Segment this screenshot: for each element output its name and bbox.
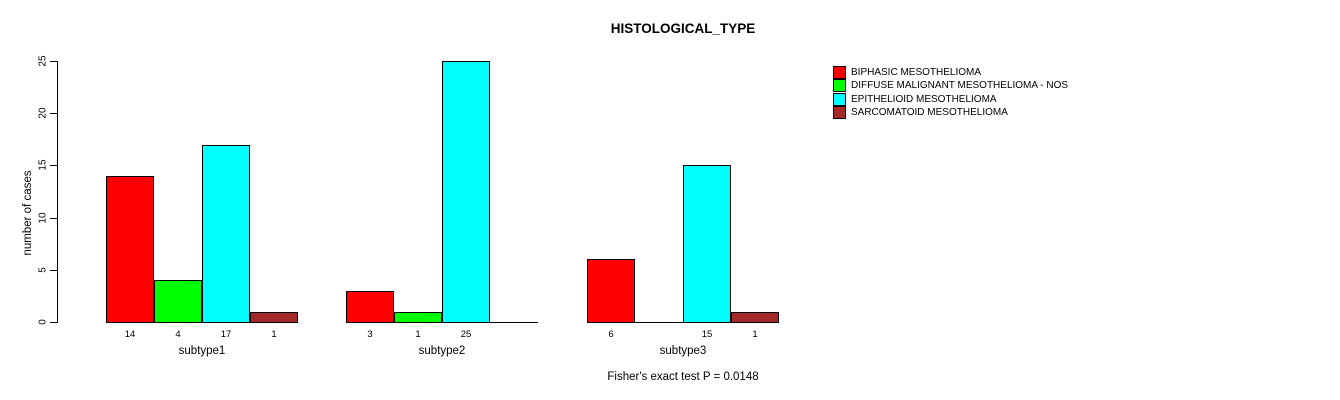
y-tick-mark <box>50 217 57 219</box>
bar-value-label: 14 <box>124 329 136 340</box>
legend-item: SARCOMATOID MESOTHELIOMA <box>833 106 1008 120</box>
legend-color-swatch <box>833 106 846 120</box>
y-tick-label: 15 <box>37 159 49 171</box>
bar <box>106 176 154 323</box>
bar-value-label: 25 <box>460 329 472 340</box>
fisher-test-annotation: Fisher's exact test P = 0.0148 <box>607 371 759 383</box>
y-tick-mark <box>50 61 57 62</box>
x-axis-category-label: subtype3 <box>659 345 707 357</box>
legend-item: EPITHELIOID MESOTHELIOMA <box>833 92 997 106</box>
bar <box>202 145 250 323</box>
bar <box>587 259 635 323</box>
bar-value-label: 17 <box>220 329 232 340</box>
legend-item-label: DIFFUSE MALIGNANT MESOTHELIOMA - NOS <box>851 80 1069 92</box>
y-axis-line <box>57 61 58 323</box>
bar-value-label: 3 <box>367 329 373 340</box>
bar <box>154 280 202 323</box>
legend-color-swatch <box>833 66 846 80</box>
bar-value-label: 15 <box>701 329 713 340</box>
x-axis-category-label: subtype1 <box>178 345 226 357</box>
legend-item-label: BIPHASIC MESOTHELIOMA <box>851 67 982 79</box>
y-tick-mark <box>50 165 57 167</box>
y-tick-mark <box>50 113 57 115</box>
bar-value-label: 1 <box>752 329 758 340</box>
bar-value-label: 4 <box>175 329 181 340</box>
legend-item: BIPHASIC MESOTHELIOMA <box>833 66 982 80</box>
bar <box>250 312 298 323</box>
y-tick-label: 25 <box>37 55 49 67</box>
legend-item-label: EPITHELIOID MESOTHELIOMA <box>851 93 997 105</box>
bar-value-label: 6 <box>608 329 614 340</box>
y-tick-label: 5 <box>37 267 49 273</box>
legend-color-swatch <box>833 92 846 106</box>
y-axis-label: number of cases <box>22 170 34 256</box>
bar <box>346 291 394 323</box>
legend-item-label: SARCOMATOID MESOTHELIOMA <box>851 107 1008 119</box>
y-tick-mark <box>50 322 57 323</box>
bar <box>731 312 779 323</box>
bar <box>442 61 490 323</box>
bar-value-label: 1 <box>271 329 277 340</box>
y-tick-label: 20 <box>37 107 49 119</box>
y-tick-label: 10 <box>37 212 49 224</box>
bar <box>683 165 731 323</box>
y-tick-label: 0 <box>37 319 49 325</box>
x-axis-category-label: subtype2 <box>418 345 466 357</box>
legend-color-swatch <box>833 79 846 93</box>
chart-title: HISTOLOGICAL_TYPE <box>610 21 756 36</box>
legend-item: DIFFUSE MALIGNANT MESOTHELIOMA - NOS <box>833 79 1069 93</box>
y-tick-mark <box>50 269 57 271</box>
bar <box>394 312 442 323</box>
bar-value-label: 1 <box>415 329 421 340</box>
